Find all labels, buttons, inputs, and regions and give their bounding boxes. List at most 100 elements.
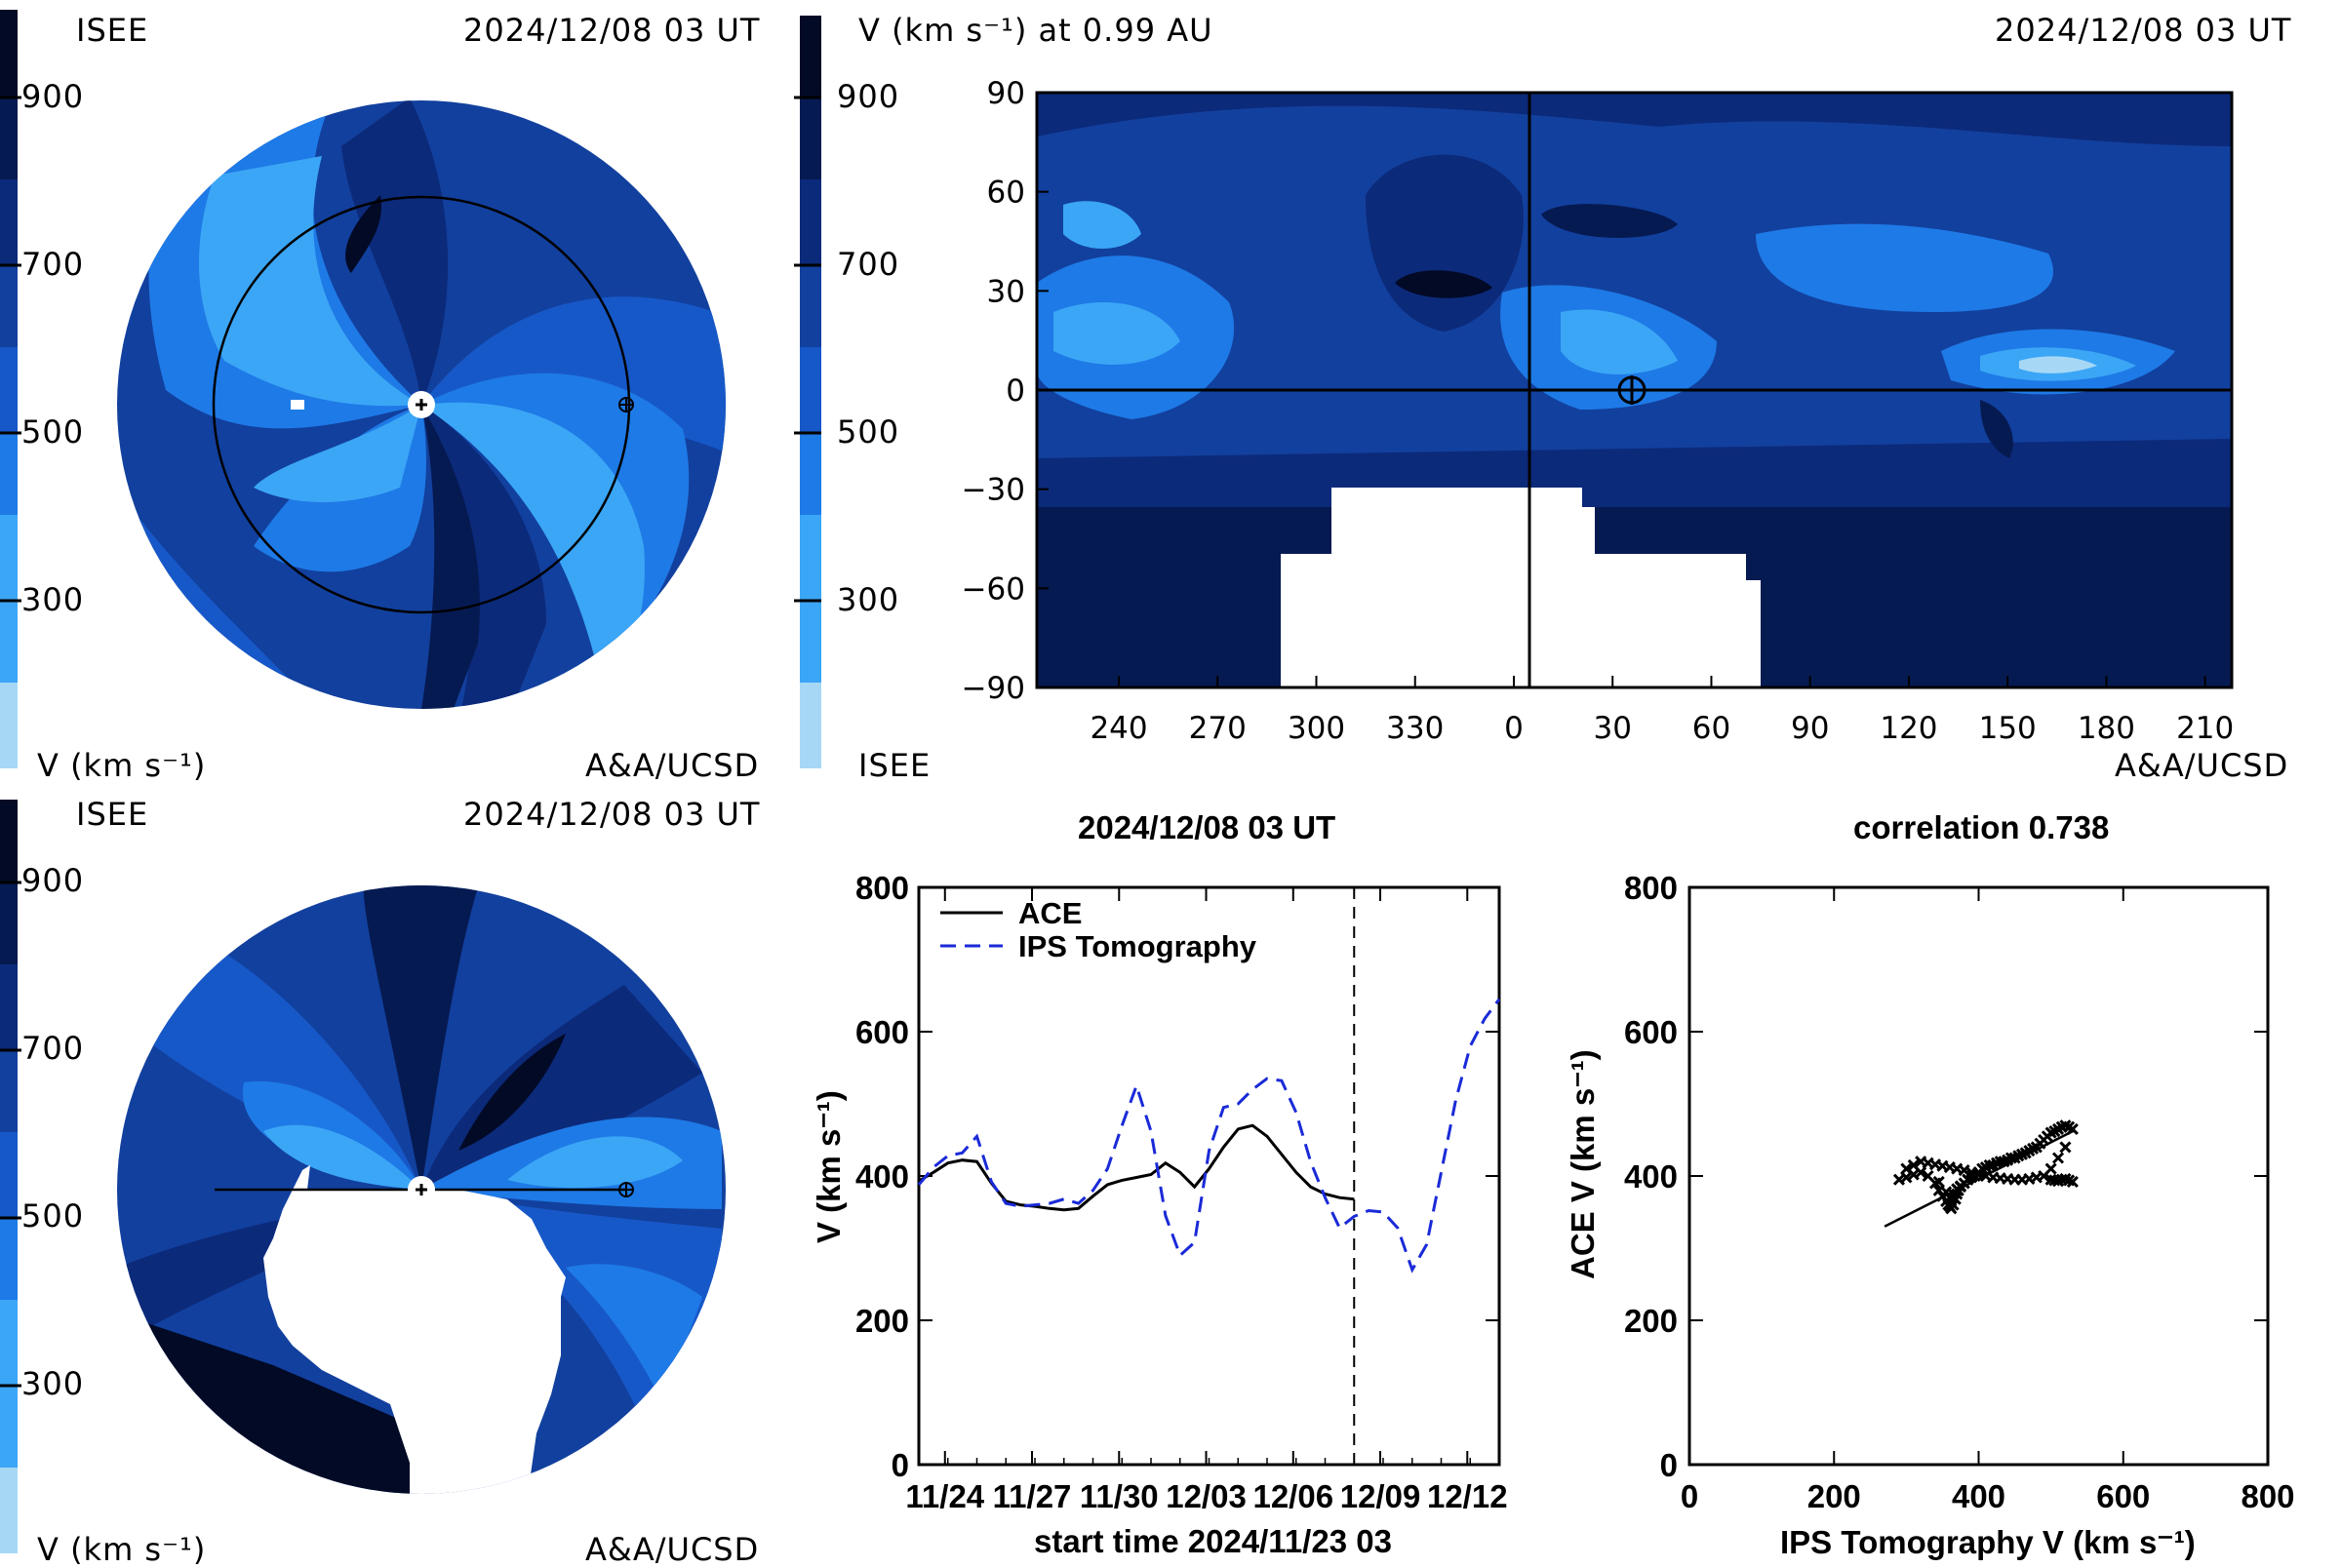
- panel-date: 2024/12/08 03 UT: [1995, 12, 2292, 49]
- x-tick-label: 11/30: [1080, 1478, 1159, 1514]
- latitude-tick-label: −60: [962, 571, 1025, 607]
- credit-label: A&A/UCSD: [2115, 747, 2289, 784]
- x-tick-label: 12/09: [1340, 1478, 1421, 1514]
- x-tick-label: 12/03: [1166, 1478, 1247, 1514]
- scatter-point-stroke: [1915, 1166, 1927, 1179]
- scatter-point: [2051, 1152, 2065, 1164]
- scatter-point-stroke: [2059, 1172, 2072, 1186]
- map-title: V (km s⁻¹) at 0.99 AU: [858, 12, 1213, 49]
- series-line-ace: [918, 1123, 1355, 1212]
- scatter-point-stroke: [1932, 1175, 1945, 1188]
- scatter-point-stroke: [2063, 1174, 2076, 1187]
- scatter-point-stroke: [2051, 1152, 2065, 1164]
- x-tick-label: 12/06: [1252, 1478, 1333, 1514]
- longitude-tick-label: 180: [2078, 711, 2135, 746]
- sun-icon: [408, 1176, 435, 1203]
- scatter-point: [1932, 1175, 1945, 1188]
- fit-line: [1884, 1130, 2074, 1228]
- x-tick-label: 600: [2096, 1478, 2150, 1514]
- colorbar-top-left: [0, 10, 21, 768]
- latitude-tick-label: 60: [987, 176, 1025, 211]
- longitude-tick-label: 300: [1288, 711, 1345, 746]
- panel-label-isee: ISEE: [76, 12, 149, 49]
- scatter-chart: 0 200 400 600 800 0 200 400 600 800: [1624, 870, 2295, 1514]
- scatter-point-stroke: [2066, 1175, 2079, 1188]
- y-tick-label: 0: [1660, 1447, 1678, 1483]
- latlon-map: [1035, 91, 2234, 689]
- panel-date: 2024/12/08 03 UT: [463, 796, 761, 833]
- y-tick-label: 800: [1624, 870, 1678, 906]
- x-tick-label: 12/12: [1427, 1478, 1508, 1514]
- colorbar-tick-label: 700: [21, 1030, 85, 1067]
- line-chart-title: 2024/12/08 03 UT: [1078, 809, 1336, 845]
- colorbar-tick-label: 700: [21, 246, 85, 283]
- series-line-ips-tomography: [917, 998, 1501, 1274]
- y-tick-label: 400: [1624, 1158, 1678, 1195]
- scatter-chart-title: correlation 0.738: [1853, 809, 2110, 845]
- colorbar-tick-label: 300: [837, 581, 900, 618]
- scatter-point: [1900, 1162, 1913, 1175]
- panel-label-isee: ISEE: [76, 796, 149, 833]
- latitude-tick-label: −90: [962, 671, 1025, 706]
- longitude-tick-label: 30: [1594, 711, 1632, 746]
- longitude-tick-label: 210: [2176, 711, 2234, 746]
- scatter-point-stroke: [1907, 1158, 1920, 1171]
- longitude-tick-label: 0: [1504, 711, 1524, 746]
- x-tick-label: 400: [1952, 1478, 2005, 1514]
- scatter-point-stroke: [1983, 1158, 1996, 1171]
- x-tick-label: 200: [1807, 1478, 1861, 1514]
- longitude-tick-label: 60: [1692, 711, 1730, 746]
- colorbar-unit-label: V (km s⁻¹): [37, 1531, 207, 1568]
- colorbar-tick-label: 700: [837, 246, 900, 283]
- scatter-point-stroke: [1965, 1169, 1978, 1183]
- longitude-tick-label: 240: [1090, 711, 1147, 746]
- panel-label-isee: ISEE: [858, 747, 932, 784]
- y-tick-label: 400: [855, 1158, 909, 1195]
- colorbar-tick-label: 300: [21, 581, 85, 618]
- latitude-tick-label: 90: [987, 76, 1025, 111]
- colorbar-tick-label: 300: [21, 1365, 85, 1402]
- scatter-point: [1907, 1158, 1920, 1171]
- colorbar-tick-label: 900: [837, 78, 900, 115]
- scatter-point: [2066, 1175, 2079, 1188]
- longitude-tick-label: 90: [1791, 711, 1829, 746]
- colorbar-top-right: [794, 16, 821, 768]
- scatter-point-stroke: [2038, 1169, 2050, 1183]
- latlon-axis: 240 270 300 330 0 30 60 90 120 150 180 2109060300−3…: [962, 76, 2235, 746]
- x-tick-label: 0: [1681, 1478, 1698, 1514]
- colorbar-unit-label: V (km s⁻¹): [37, 747, 207, 784]
- scatter-point-stroke: [2004, 1152, 2017, 1164]
- scatter-point-stroke: [1922, 1169, 1934, 1183]
- scatter-point-stroke: [2059, 1141, 2072, 1154]
- colorbar-tick-label: 500: [837, 413, 900, 451]
- y-tick-label: 0: [892, 1447, 909, 1483]
- scatter-point: [1900, 1171, 1913, 1184]
- colorbar-tick-label: 900: [21, 862, 85, 899]
- scatter-point-stroke: [2030, 1171, 2043, 1184]
- y-tick-label: 600: [855, 1014, 909, 1050]
- scatter-point-stroke: [1940, 1186, 1953, 1198]
- scatter-point-stroke: [1892, 1173, 1906, 1186]
- x-tick-label: 800: [2241, 1478, 2294, 1514]
- y-tick-label: 800: [855, 870, 909, 906]
- scatter-point: [1965, 1169, 1978, 1183]
- scatter-point-stroke: [1994, 1156, 2006, 1168]
- legend-label: ACE: [1018, 896, 1082, 930]
- scatter-point-stroke: [1900, 1162, 1913, 1175]
- legend-label: IPS Tomography: [1018, 929, 1257, 963]
- scatter-point: [1915, 1156, 1927, 1168]
- scatter-point-stroke: [1915, 1156, 1927, 1168]
- latitude-tick-label: 0: [1006, 373, 1025, 409]
- colorbar-bottom-left: [0, 800, 21, 1553]
- scatter-point: [1940, 1186, 1953, 1198]
- x-tick-label: 11/27: [993, 1478, 1072, 1514]
- longitude-tick-label: 330: [1386, 711, 1444, 746]
- colorbar-tick-label: 500: [21, 1197, 85, 1235]
- scatter-point-stroke: [2059, 1119, 2072, 1132]
- longitude-tick-label: 120: [1880, 711, 1937, 746]
- y-tick-label: 600: [1624, 1014, 1678, 1050]
- longitude-tick-label: 270: [1189, 711, 1247, 746]
- panel-date: 2024/12/08 03 UT: [463, 12, 761, 49]
- credit-label: A&A/UCSD: [585, 1531, 760, 1568]
